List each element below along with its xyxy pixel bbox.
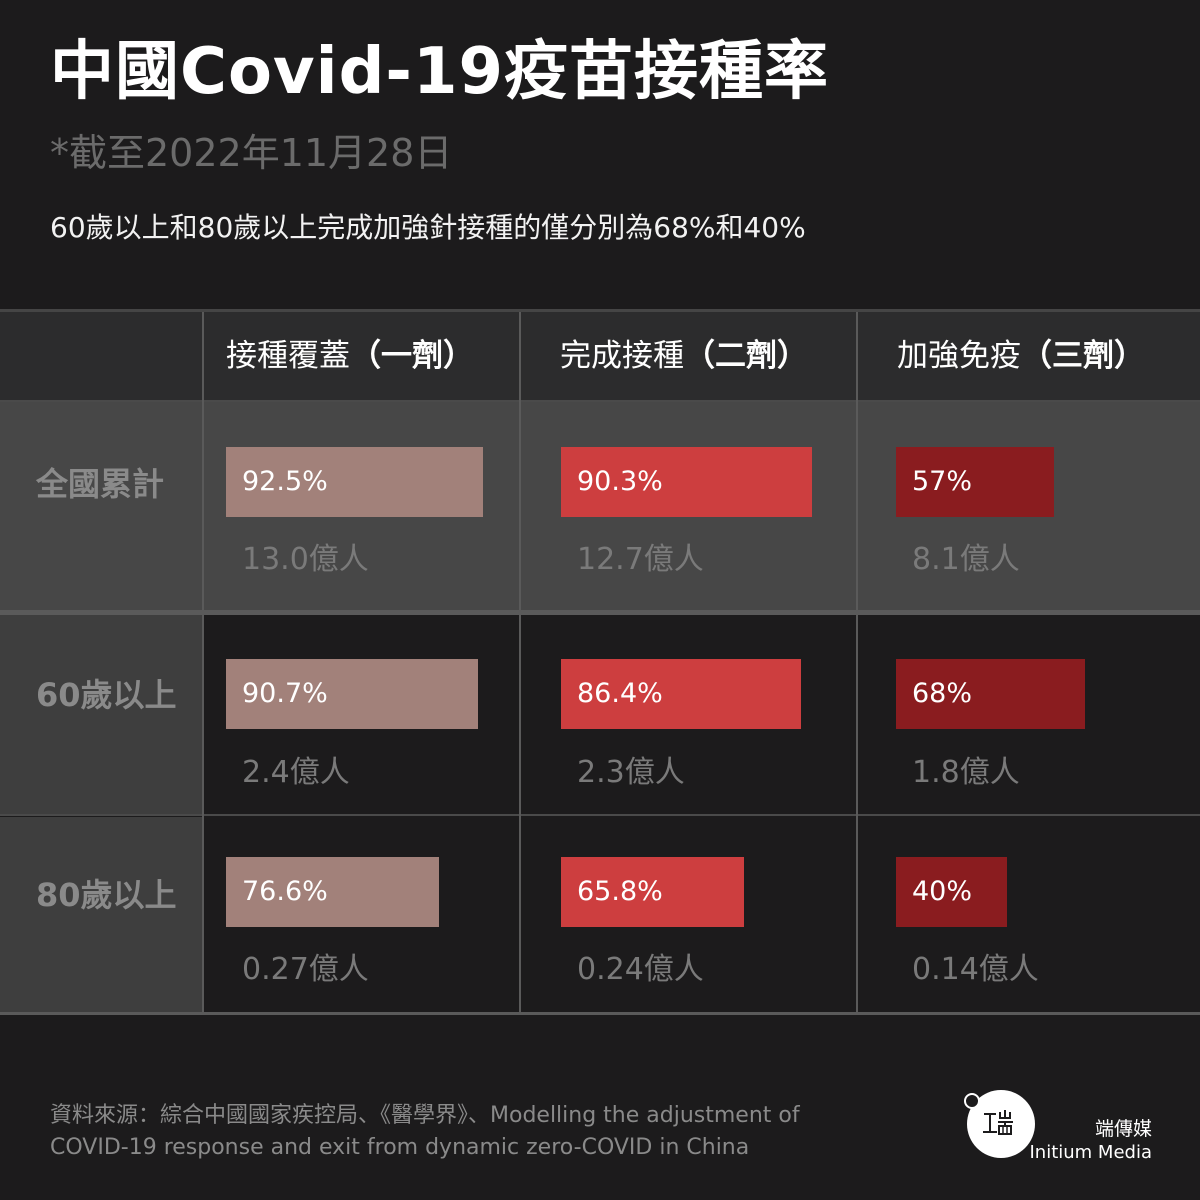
count-label-national-col2: 12.7億人 bbox=[577, 542, 704, 577]
divider bbox=[856, 312, 858, 1015]
brand-name-cn: 端傳媒 bbox=[1094, 1118, 1152, 1140]
bar-national-col1: 92.5% bbox=[226, 447, 483, 517]
column-header-2: 完成接種（二劑） bbox=[520, 312, 857, 400]
bar-value-label: 90.7% bbox=[242, 678, 328, 709]
column-header-2-suffix: （二劑） bbox=[684, 338, 808, 374]
subtitle: 60歲以上和80歲以上完成加強針接種的僅分別為68%和40% bbox=[50, 211, 806, 244]
bar-60plus-col2: 86.4% bbox=[561, 659, 801, 729]
bar-value-label: 86.4% bbox=[577, 678, 663, 709]
count-label-60plus-col3: 1.8億人 bbox=[912, 755, 1020, 790]
bar-national-col3: 57% bbox=[896, 447, 1054, 517]
table-header-row: 接種覆蓋（一劑） 完成接種（二劑） 加強免疫（三劑） bbox=[0, 312, 1200, 400]
row-label-national: 全國累計 bbox=[36, 465, 165, 503]
date-note: *截至2022年11月28日 bbox=[50, 131, 453, 175]
divider bbox=[202, 312, 204, 1015]
bar-value-label: 92.5% bbox=[242, 466, 328, 497]
vaccination-table: 接種覆蓋（一劑） 完成接種（二劑） 加強免疫（三劑） 全國累計 60歲以上 80… bbox=[0, 309, 1200, 1015]
bar-60plus-col3: 68% bbox=[896, 659, 1085, 729]
source-line-1: 資料來源：綜合中國國家疾控局、《醫學界》、Modelling the adjus… bbox=[50, 1103, 800, 1128]
column-header-1: 接種覆蓋（一劑） bbox=[202, 312, 520, 400]
count-label-80plus-col3: 0.14億人 bbox=[912, 952, 1039, 987]
logo-dot-icon bbox=[964, 1093, 980, 1109]
divider bbox=[0, 400, 1200, 402]
count-label-national-col1: 13.0億人 bbox=[242, 542, 369, 577]
row-label-80plus: 80歲以上 bbox=[0, 817, 202, 1012]
brand-name-en: Initium Media bbox=[1029, 1142, 1152, 1163]
count-label-60plus-col2: 2.3億人 bbox=[577, 755, 685, 790]
count-label-60plus-col1: 2.4億人 bbox=[242, 755, 350, 790]
divider bbox=[0, 814, 1200, 816]
divider bbox=[0, 610, 1200, 615]
bar-80plus-col2: 65.8% bbox=[561, 857, 744, 927]
column-header-2-name: 完成接種 bbox=[560, 338, 684, 374]
count-label-national-col3: 8.1億人 bbox=[912, 542, 1020, 577]
column-header-1-name: 接種覆蓋 bbox=[226, 338, 350, 374]
count-label-80plus-col1: 0.27億人 bbox=[242, 952, 369, 987]
divider bbox=[519, 312, 521, 1015]
bar-value-label: 65.8% bbox=[577, 876, 663, 907]
column-header-3-suffix: （三劑） bbox=[1021, 338, 1145, 374]
source-line-2: COVID-19 response and exit from dynamic … bbox=[50, 1135, 750, 1160]
bar-value-label: 68% bbox=[912, 678, 973, 709]
column-header-1-suffix: （一劑） bbox=[350, 338, 474, 374]
bar-value-label: 57% bbox=[912, 466, 973, 497]
page-title: 中國Covid-19疫苗接種率 bbox=[50, 35, 830, 109]
column-header-3-name: 加強免疫 bbox=[897, 338, 1021, 374]
bar-national-col2: 90.3% bbox=[561, 447, 812, 517]
initium-logo-mark-icon bbox=[983, 1110, 1013, 1135]
divider bbox=[0, 1012, 1200, 1015]
bar-80plus-col1: 76.6% bbox=[226, 857, 439, 927]
row-label-60plus: 60歲以上 bbox=[0, 615, 202, 814]
column-header-3: 加強免疫（三劑） bbox=[857, 312, 1200, 400]
bar-60plus-col1: 90.7% bbox=[226, 659, 478, 729]
bar-value-label: 40% bbox=[912, 876, 973, 907]
count-label-80plus-col2: 0.24億人 bbox=[577, 952, 704, 987]
bar-80plus-col3: 40% bbox=[896, 857, 1007, 927]
source-note: 資料來源：綜合中國國家疾控局、《醫學界》、Modelling the adjus… bbox=[50, 1100, 950, 1164]
bar-value-label: 90.3% bbox=[577, 466, 663, 497]
bar-value-label: 76.6% bbox=[242, 876, 328, 907]
